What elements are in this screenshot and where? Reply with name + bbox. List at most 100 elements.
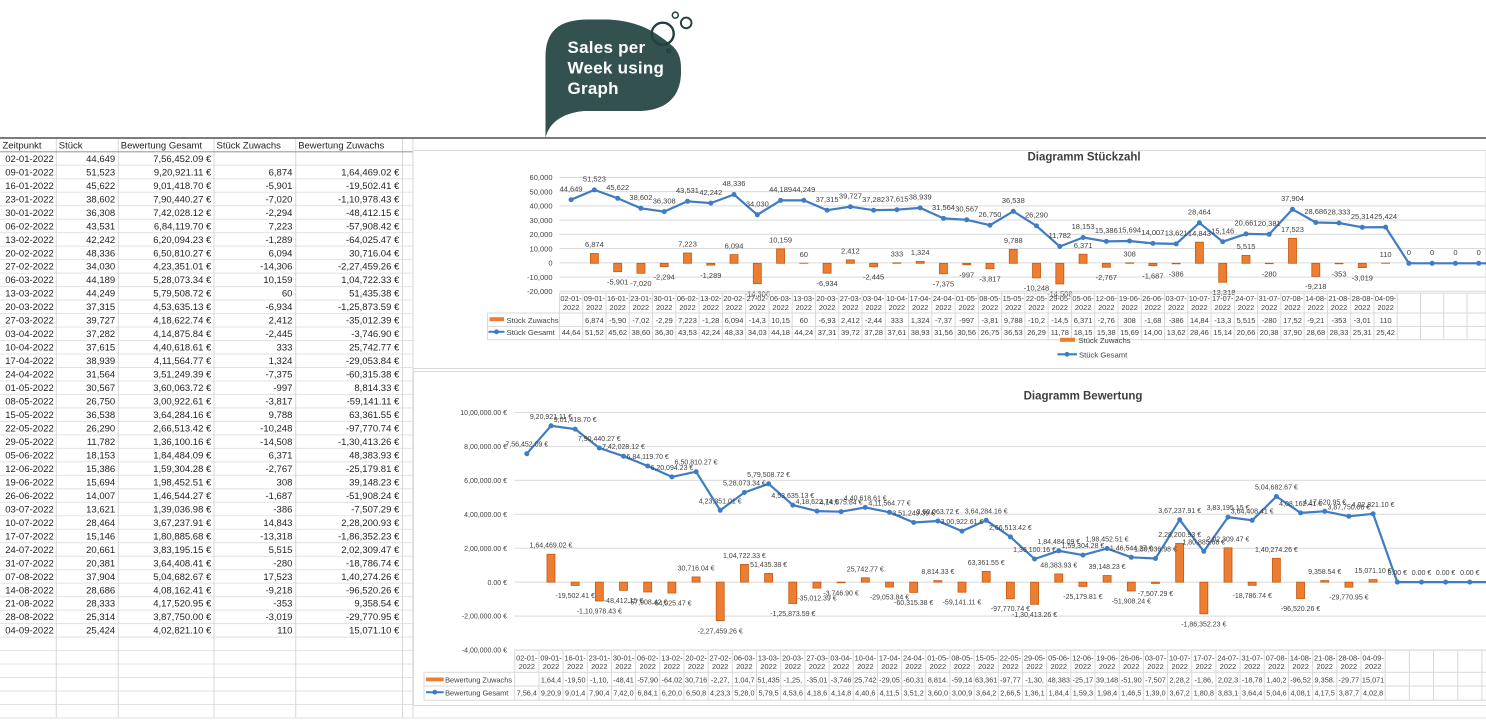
svg-text:09-01-2022: 09-01-2022 bbox=[5, 167, 54, 178]
svg-text:14,843: 14,843 bbox=[1188, 229, 1211, 238]
svg-text:39,72: 39,72 bbox=[841, 328, 860, 337]
svg-text:17-07-2022: 17-07-2022 bbox=[5, 531, 54, 542]
svg-text:4,18,622.74 €: 4,18,622.74 € bbox=[153, 316, 212, 327]
svg-text:5,04,682.67 €: 5,04,682.67 € bbox=[1255, 485, 1298, 492]
svg-text:25,314: 25,314 bbox=[1351, 212, 1374, 221]
svg-text:-1,30,413.26 €: -1,30,413.26 € bbox=[338, 437, 400, 448]
svg-text:Bewertung Zuwachs: Bewertung Zuwachs bbox=[298, 140, 384, 151]
svg-text:7,223: 7,223 bbox=[678, 240, 697, 249]
svg-text:26,750: 26,750 bbox=[979, 210, 1002, 219]
svg-text:13-03-: 13-03- bbox=[758, 653, 780, 662]
svg-text:-7,375: -7,375 bbox=[265, 370, 292, 381]
svg-text:30,56: 30,56 bbox=[957, 328, 976, 337]
svg-text:36,308: 36,308 bbox=[86, 208, 115, 219]
svg-text:28,686: 28,686 bbox=[86, 585, 115, 596]
svg-text:Stück Zuwachs: Stück Zuwachs bbox=[217, 140, 282, 151]
svg-text:5,515: 5,515 bbox=[1237, 316, 1256, 325]
svg-text:6,50,810.27 €: 6,50,810.27 € bbox=[153, 248, 212, 259]
svg-text:14,00: 14,00 bbox=[1144, 328, 1163, 337]
svg-text:2022: 2022 bbox=[633, 303, 649, 312]
svg-text:2022: 2022 bbox=[664, 662, 680, 671]
svg-text:-7,375: -7,375 bbox=[933, 280, 954, 289]
svg-text:3,00,922.61 €: 3,00,922.61 € bbox=[153, 397, 212, 408]
svg-text:20,661: 20,661 bbox=[86, 545, 115, 556]
svg-text:2022: 2022 bbox=[726, 303, 742, 312]
svg-text:-1,10,978.43 €: -1,10,978.43 € bbox=[577, 609, 622, 616]
svg-text:Bewertung Zuwachs: Bewertung Zuwachs bbox=[445, 675, 512, 684]
svg-text:2022: 2022 bbox=[586, 303, 602, 312]
svg-text:29-05-: 29-05- bbox=[1049, 294, 1071, 303]
svg-text:31-07-2022: 31-07-2022 bbox=[5, 558, 54, 569]
svg-text:15,146: 15,146 bbox=[86, 531, 115, 542]
svg-text:4,17,5: 4,17,5 bbox=[1315, 689, 1335, 698]
svg-text:1,64,469.02 €: 1,64,469.02 € bbox=[341, 167, 400, 178]
svg-text:6,094: 6,094 bbox=[725, 316, 744, 325]
svg-text:44,649: 44,649 bbox=[86, 154, 115, 165]
svg-text:42,242: 42,242 bbox=[86, 235, 115, 246]
svg-text:10,159: 10,159 bbox=[263, 275, 292, 286]
svg-text:3,64,4: 3,64,4 bbox=[1242, 689, 1262, 698]
svg-text:2022: 2022 bbox=[857, 662, 873, 671]
svg-text:9,01,418.70 €: 9,01,418.70 € bbox=[554, 417, 597, 424]
svg-text:14-08-: 14-08- bbox=[1305, 294, 1327, 303]
svg-text:2022: 2022 bbox=[1171, 662, 1187, 671]
svg-text:4,02,8: 4,02,8 bbox=[1363, 689, 1383, 698]
svg-text:37,90: 37,90 bbox=[1283, 328, 1302, 337]
svg-text:-13,318: -13,318 bbox=[260, 531, 292, 542]
svg-text:2022: 2022 bbox=[1316, 662, 1332, 671]
svg-text:7,90,4: 7,90,4 bbox=[589, 689, 609, 698]
svg-text:2022: 2022 bbox=[1220, 662, 1236, 671]
svg-text:24-04-2022: 24-04-2022 bbox=[5, 370, 54, 381]
svg-text:333: 333 bbox=[277, 343, 293, 354]
svg-text:-6,934: -6,934 bbox=[816, 279, 837, 288]
svg-text:8,814.33 €: 8,814.33 € bbox=[921, 569, 954, 576]
svg-text:-14,5: -14,5 bbox=[1051, 316, 1068, 325]
svg-text:-997: -997 bbox=[273, 383, 292, 394]
svg-text:333: 333 bbox=[891, 316, 904, 325]
svg-text:4,23,351.01 €: 4,23,351.01 € bbox=[699, 498, 742, 505]
svg-text:2022: 2022 bbox=[935, 303, 951, 312]
svg-text:13-03-: 13-03- bbox=[793, 294, 815, 303]
svg-text:63,361.55 €: 63,361.55 € bbox=[349, 410, 400, 421]
svg-text:12-06-: 12-06- bbox=[1096, 294, 1118, 303]
svg-text:2022: 2022 bbox=[930, 662, 946, 671]
svg-text:28-08-: 28-08- bbox=[1338, 653, 1360, 662]
svg-text:-60,315.38 €: -60,315.38 € bbox=[894, 600, 933, 607]
svg-text:02-01-2022: 02-01-2022 bbox=[5, 154, 54, 165]
svg-text:37,904: 37,904 bbox=[1281, 194, 1304, 203]
svg-text:-1,687: -1,687 bbox=[265, 491, 292, 502]
svg-text:2022: 2022 bbox=[1308, 303, 1324, 312]
svg-text:4,23,351.01 €: 4,23,351.01 € bbox=[153, 262, 212, 273]
svg-text:4,11,564.77 €: 4,11,564.77 € bbox=[154, 356, 212, 367]
svg-text:16-01-2022: 16-01-2022 bbox=[5, 181, 54, 192]
svg-text:-3,817: -3,817 bbox=[979, 274, 1000, 283]
svg-text:110: 110 bbox=[277, 626, 292, 637]
svg-text:25,742.77 €: 25,742.77 € bbox=[349, 343, 400, 354]
svg-text:8,814.33 €: 8,814.33 € bbox=[354, 383, 400, 394]
svg-text:37,615: 37,615 bbox=[86, 343, 115, 354]
svg-text:-29,77: -29,77 bbox=[1339, 675, 1360, 684]
svg-text:03-07-: 03-07- bbox=[1145, 653, 1167, 662]
svg-text:1,40,274.26 €: 1,40,274.26 € bbox=[341, 572, 400, 583]
svg-text:2,412: 2,412 bbox=[841, 247, 860, 256]
svg-text:1,36,100.16 €: 1,36,100.16 € bbox=[1013, 547, 1056, 554]
svg-text:110: 110 bbox=[1380, 250, 1392, 259]
svg-text:44,649: 44,649 bbox=[560, 184, 583, 193]
svg-text:-60,315.38 €: -60,315.38 € bbox=[346, 370, 400, 381]
svg-text:6,371: 6,371 bbox=[269, 451, 293, 462]
svg-text:06-02-2022: 06-02-2022 bbox=[5, 221, 54, 232]
svg-text:18,15: 18,15 bbox=[1074, 328, 1093, 337]
svg-text:37,282: 37,282 bbox=[86, 329, 115, 340]
svg-text:8,814.: 8,814. bbox=[928, 675, 948, 684]
svg-text:39,727: 39,727 bbox=[86, 316, 115, 327]
svg-text:26-06-: 26-06- bbox=[1121, 653, 1143, 662]
svg-text:2022: 2022 bbox=[819, 303, 835, 312]
svg-text:15,694: 15,694 bbox=[86, 477, 115, 488]
svg-text:25,314: 25,314 bbox=[86, 612, 115, 623]
svg-text:4,40,618.61 €: 4,40,618.61 € bbox=[153, 343, 212, 354]
svg-text:1,04,7: 1,04,7 bbox=[734, 675, 754, 684]
svg-text:2022: 2022 bbox=[567, 662, 583, 671]
svg-text:9,01,4: 9,01,4 bbox=[565, 689, 585, 698]
svg-text:2022: 2022 bbox=[1244, 662, 1260, 671]
svg-text:39,727: 39,727 bbox=[839, 191, 862, 200]
